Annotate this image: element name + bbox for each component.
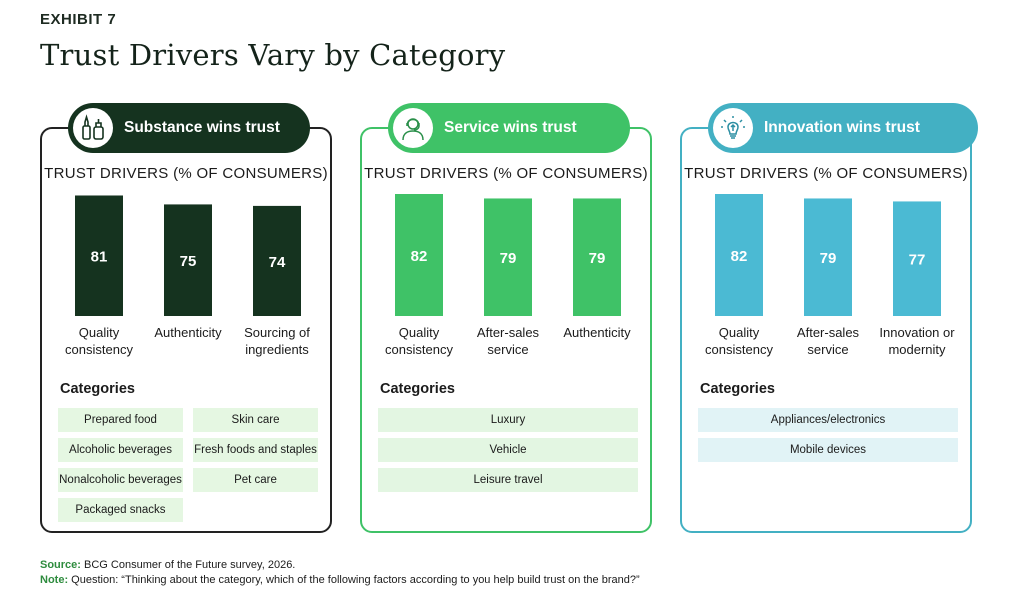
page-title: Trust Drivers Vary by Category (40, 38, 506, 72)
bar-chart-substance: 81 Quality consistency 75 Authenticity 74 Sour… (65, 195, 310, 357)
category-axis-label: After-sales service (797, 325, 860, 357)
category-tag: Leisure travel (378, 468, 638, 492)
category-tag: Luxury (378, 408, 638, 432)
category-tag: Alcoholic beverages (58, 438, 183, 462)
bar (395, 194, 443, 316)
heading-label: Service wins trust (444, 119, 577, 136)
bar (893, 201, 941, 316)
bar-value-label: 79 (500, 250, 517, 267)
bar-value-label: 81 (91, 249, 108, 266)
panel-substance: TRUST DRIVERS (% OF CONSUMERS) 81 Quality… (40, 127, 332, 533)
categories-title: Categories (700, 381, 775, 397)
bar (804, 198, 852, 316)
category-tag: Skin care (193, 408, 318, 432)
lightbulb-icon (713, 108, 753, 148)
category-axis-label: Quality consistency (385, 325, 453, 357)
panel-service: TRUST DRIVERS (% OF CONSUMERS) 82 Quality… (360, 127, 652, 533)
note-label: Note: (40, 574, 69, 586)
categories-list: Appliances/electronics Mobile devices (698, 408, 958, 462)
source-label: Source: (40, 559, 81, 571)
bar-value-label: 74 (269, 254, 286, 271)
bar-value-label: 79 (589, 250, 606, 267)
category-tag: Nonalcoholic beverages (58, 468, 183, 492)
bar-value-label: 77 (909, 252, 926, 269)
cosmetics-bottle-icon (73, 108, 113, 148)
category-tag: Appliances/electronics (698, 408, 958, 432)
heading-label: Innovation wins trust (764, 119, 920, 136)
service-person-icon (393, 108, 433, 148)
drivers-title: TRUST DRIVERS (% OF CONSUMERS) (364, 165, 648, 182)
category-tag: Prepared food (58, 408, 183, 432)
bar (164, 204, 212, 316)
heading-pill-innovation: Innovation wins trust (708, 103, 978, 153)
category-axis-label: Innovation or modernity (879, 325, 955, 357)
categories-list: Luxury Vehicle Leisure travel (378, 408, 638, 492)
heading-pill-service: Service wins trust (388, 103, 630, 153)
bar (573, 198, 621, 316)
category-axis-label: After-sales service (477, 325, 540, 357)
exhibit-label: EXHIBIT 7 (40, 11, 117, 28)
category-tag: Pet care (193, 468, 318, 492)
question-note: Note: Question: “Thinking about the cate… (40, 574, 640, 586)
note-text: Question: “Thinking about the category, … (71, 574, 640, 586)
panel-innovation: TRUST DRIVERS (% OF CONSUMERS) 82 Quality… (680, 127, 972, 533)
category-tag: Packaged snacks (58, 498, 183, 522)
bar-value-label: 82 (411, 248, 428, 265)
bar-value-label: 79 (820, 250, 837, 267)
heading-pill-substance: Substance wins trust (68, 103, 310, 153)
categories-list: Prepared food Skin care Alcoholic bevera… (58, 408, 318, 522)
category-axis-label: Quality consistency (705, 325, 773, 357)
bar-chart-service: 82 Quality consistency 79 After-sales service… (385, 194, 631, 357)
bar (75, 195, 123, 316)
bar (715, 194, 763, 316)
category-axis-label: Authenticity (563, 325, 631, 340)
categories-title: Categories (60, 381, 135, 397)
category-axis-label: Quality consistency (65, 325, 133, 357)
drivers-title: TRUST DRIVERS (% OF CONSUMERS) (684, 165, 968, 182)
category-axis-label: Authenticity (154, 325, 222, 340)
category-tag: Fresh foods and staples (193, 438, 318, 462)
category-tag: Mobile devices (698, 438, 958, 462)
bar (484, 198, 532, 316)
source-note: Source: BCG Consumer of the Future surve… (40, 559, 295, 571)
source-text: BCG Consumer of the Future survey, 2026. (84, 559, 296, 571)
bar (253, 205, 301, 316)
bar-value-label: 75 (180, 253, 197, 270)
bar-value-label: 82 (731, 248, 748, 265)
category-tag: Vehicle (378, 438, 638, 462)
bar-chart-innovation: 82 Quality consistency 79 After-sales service… (705, 194, 955, 357)
heading-label: Substance wins trust (124, 119, 280, 136)
categories-title: Categories (380, 381, 455, 397)
drivers-title: TRUST DRIVERS (% OF CONSUMERS) (44, 165, 328, 182)
category-axis-label: Sourcing of ingredients (244, 325, 310, 357)
